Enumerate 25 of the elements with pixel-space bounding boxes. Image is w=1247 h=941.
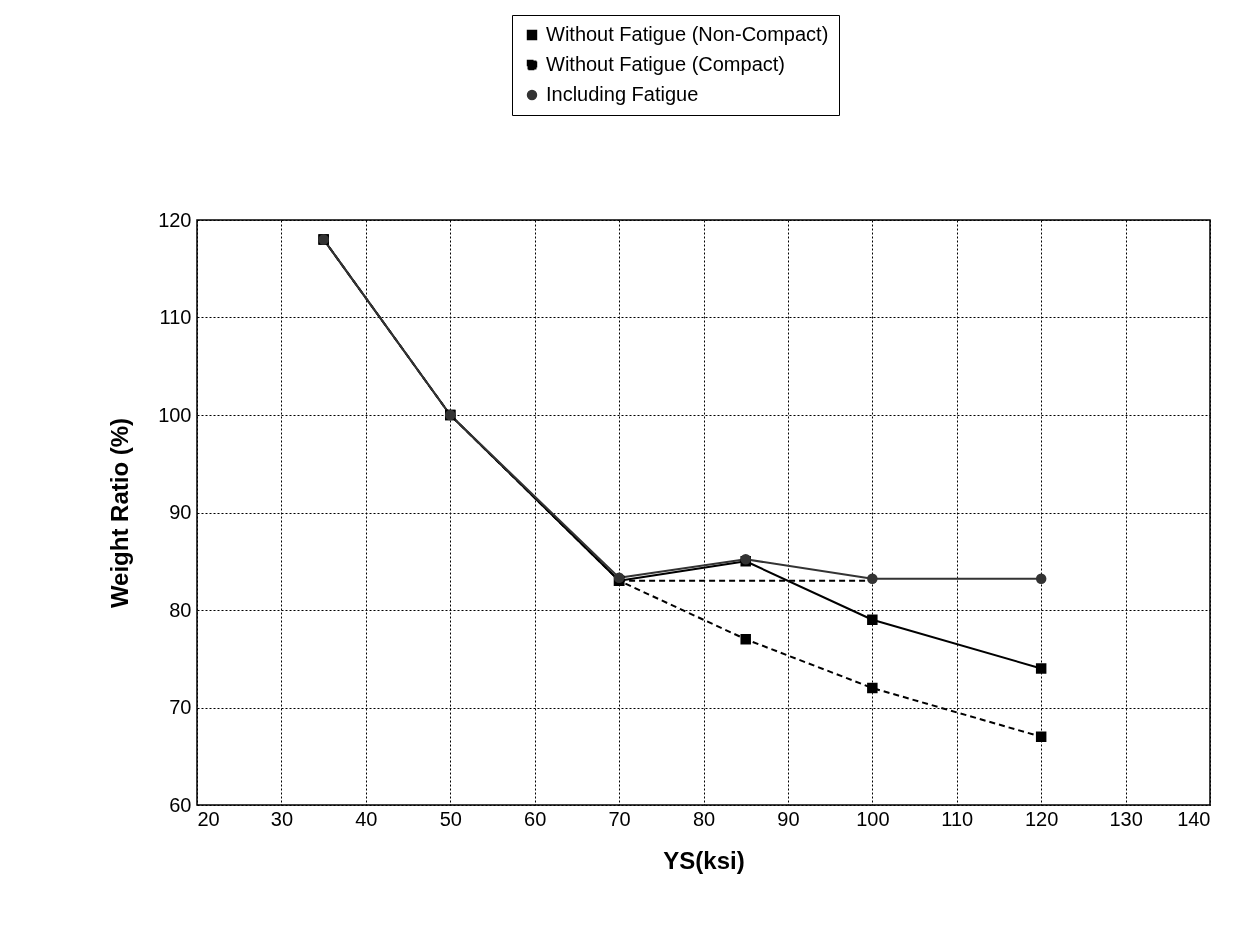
- y-tick-label: 60: [169, 793, 192, 816]
- x-tick-label: 60: [524, 807, 547, 830]
- y-tick-label: 80: [169, 598, 192, 621]
- y-tick-label: 110: [159, 306, 192, 328]
- x-tick-label: 30: [270, 807, 294, 830]
- x-tick-label: 120: [1024, 807, 1059, 830]
- x-tick-label: 70: [608, 807, 631, 830]
- legend-label: Without Fatigue (Compact): [546, 53, 785, 75]
- x-tick-label: 140: [1177, 807, 1211, 830]
- x-tick-label: 40: [355, 807, 378, 830]
- y-tick-label: 90: [169, 501, 192, 523]
- x-tick-label: 110: [941, 807, 974, 830]
- x-tick-label: 130: [1109, 807, 1143, 830]
- y-tick-label: 120: [158, 208, 192, 231]
- y-tick-label: 70: [169, 696, 192, 718]
- legend-label: Including Fatigue: [546, 83, 699, 105]
- x-tick-label: 100: [856, 807, 890, 830]
- y-tick-label: 100: [158, 403, 192, 426]
- x-tick-label: 80: [692, 807, 716, 830]
- x-tick-label: 90: [777, 807, 800, 830]
- legend-label: Without Fatigue (Non-Compact): [546, 23, 829, 45]
- y-axis-title: Weight Ratio (%): [106, 417, 134, 609]
- x-axis-title: YS(ksi): [663, 846, 745, 874]
- x-tick-label: 20: [197, 807, 220, 830]
- x-tick-label: 50: [439, 807, 462, 830]
